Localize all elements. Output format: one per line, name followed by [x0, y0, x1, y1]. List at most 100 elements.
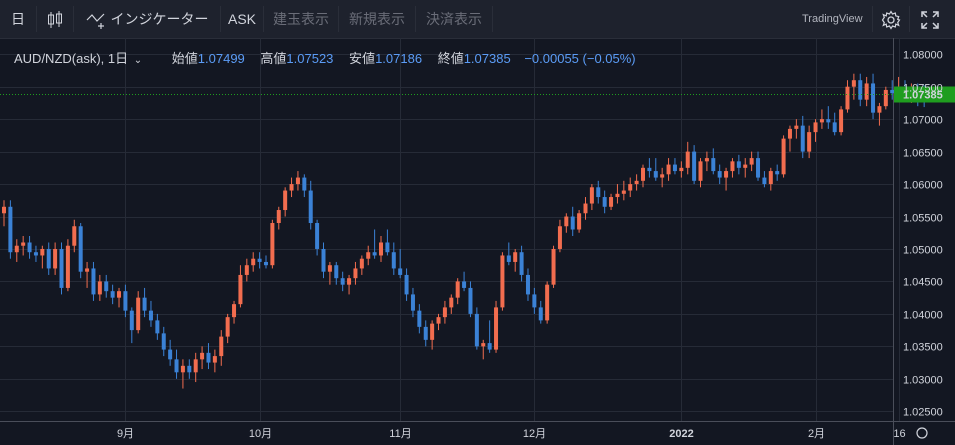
candle	[91, 261, 96, 301]
candle-body	[353, 268, 358, 279]
candle-body	[845, 86, 850, 110]
candle	[123, 284, 128, 318]
candle-body	[832, 122, 837, 133]
candle-body	[78, 226, 83, 272]
toolbar-divider	[73, 6, 74, 32]
candle-body	[449, 297, 454, 308]
candle-body	[398, 268, 403, 275]
candle	[212, 349, 217, 373]
candle	[724, 167, 729, 191]
candle-body	[219, 336, 224, 357]
candle-body	[839, 109, 844, 133]
candle	[129, 307, 134, 344]
candle	[180, 359, 185, 389]
candle-body	[104, 281, 109, 292]
candle-body	[283, 190, 288, 211]
candle	[423, 320, 428, 347]
candle	[647, 158, 652, 178]
candle-body	[232, 304, 237, 318]
candle-body	[685, 151, 690, 168]
candle	[295, 171, 300, 191]
ask-button[interactable]: ASK	[227, 11, 256, 27]
candle-body	[270, 223, 275, 266]
candle	[589, 184, 594, 211]
y-tick-label: 1.04000	[903, 310, 943, 322]
candle-body	[148, 310, 153, 321]
settlement-display-button[interactable]: 決済表示	[426, 11, 482, 27]
candle-body	[641, 167, 645, 181]
candle-body	[65, 245, 70, 288]
candle-body	[142, 297, 147, 311]
price-axis[interactable]: 1.08000 1.07500 1.07000 1.06500 1.06000 1.055…	[903, 50, 943, 419]
candle	[334, 261, 339, 285]
price-chart[interactable]: 1.07385 1.08000 1.07500 1.07000 1.06500 1.06…	[0, 38, 955, 445]
candle-body	[717, 171, 722, 178]
candle	[327, 261, 332, 285]
candle	[161, 326, 166, 357]
toolbar-divider	[492, 6, 493, 32]
candle-body	[704, 158, 709, 162]
candle-body	[525, 274, 530, 295]
candle-body	[679, 167, 684, 172]
candle	[877, 102, 882, 126]
chart-grid	[0, 38, 900, 421]
candle-style-button[interactable]	[37, 0, 73, 38]
candle	[756, 151, 761, 181]
candle	[136, 291, 141, 334]
candle	[839, 106, 844, 136]
candle-body	[564, 216, 569, 227]
fullscreen-button[interactable]	[910, 0, 950, 38]
candle-body	[462, 281, 467, 288]
candle-body	[468, 287, 473, 314]
x-tick-label: 16	[893, 428, 905, 440]
candle-body	[672, 164, 677, 172]
candle	[270, 219, 275, 269]
candle-body	[174, 359, 179, 373]
toolbar-divider	[909, 6, 910, 32]
candle-body	[794, 125, 799, 129]
candle	[410, 287, 415, 318]
settings-button[interactable]	[873, 0, 909, 38]
low-value: 1.07186	[375, 51, 423, 66]
high-value: 1.07523	[286, 51, 334, 66]
candle	[366, 245, 371, 266]
candle	[538, 300, 543, 324]
candle-body	[372, 252, 377, 256]
candle	[775, 164, 780, 181]
candle-body	[225, 317, 230, 337]
candle-body	[21, 242, 26, 246]
candle	[749, 151, 754, 172]
candle	[532, 287, 537, 314]
position-display-button[interactable]: 建玉表示	[273, 11, 329, 27]
candle-body	[858, 80, 863, 100]
y-tick-label: 1.05500	[903, 213, 943, 225]
axis-settings-button[interactable]	[916, 427, 928, 439]
candle	[27, 235, 32, 259]
tradingview-brand[interactable]: TradingView	[802, 13, 863, 25]
candle	[685, 141, 690, 175]
candle-body	[410, 294, 415, 311]
candle	[551, 245, 556, 288]
candle-body	[347, 278, 352, 285]
candle	[263, 255, 268, 269]
candle-body	[327, 265, 332, 272]
timeframe-button[interactable]: 日	[11, 11, 25, 27]
time-axis[interactable]: 9月 10月 11月 12月 2022 2月 16	[117, 428, 906, 440]
candle-body	[819, 119, 824, 123]
new-order-display-button[interactable]: 新規表示	[349, 11, 405, 27]
candle-body	[302, 177, 307, 191]
candle	[883, 86, 888, 110]
indicators-button[interactable]: インジケーター	[74, 0, 220, 38]
symbol-label[interactable]: AUD/NZD(ask), 1日	[14, 51, 129, 66]
candle	[257, 252, 262, 269]
y-tick-label: 1.07000	[903, 115, 943, 127]
candle-body	[519, 252, 524, 275]
candle-body	[730, 161, 735, 172]
y-tick-label: 1.03500	[903, 342, 943, 354]
candle	[238, 265, 243, 308]
chevron-down-icon[interactable]: ⌄	[133, 55, 143, 66]
candle	[487, 320, 492, 353]
y-tick-label: 1.08000	[903, 50, 943, 62]
y-tick-label: 1.03000	[903, 375, 943, 387]
candle-body	[187, 365, 192, 373]
